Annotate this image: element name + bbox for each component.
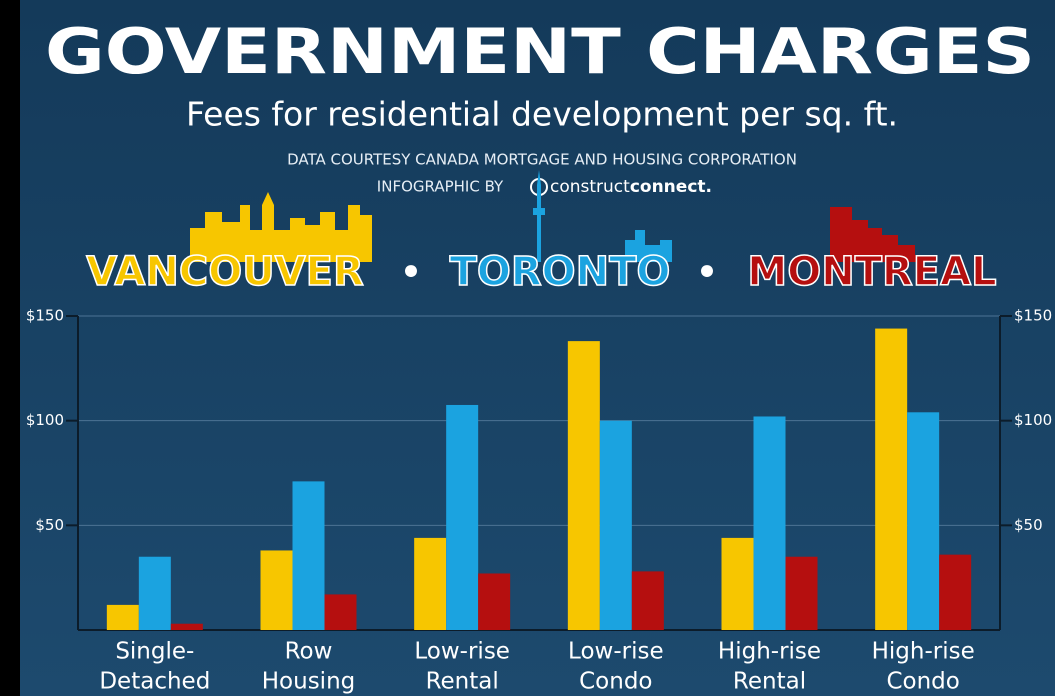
bar bbox=[875, 328, 908, 630]
chart-subtitle: Fees for residential development per sq.… bbox=[186, 95, 898, 134]
credit: INFOGRAPHIC BY bbox=[377, 178, 504, 196]
x-tick-label: Condo bbox=[579, 669, 652, 695]
y2-tick-label: $150 bbox=[1014, 307, 1052, 325]
bar bbox=[478, 573, 511, 630]
x-tick-label: Housing bbox=[262, 669, 356, 695]
x-tick-label: High-rise bbox=[872, 639, 975, 665]
bar bbox=[599, 420, 632, 630]
x-tick-label: Low-rise bbox=[414, 639, 510, 665]
bar bbox=[907, 412, 940, 630]
y-tick-label: $100 bbox=[26, 411, 64, 429]
y2-tick-label: $50 bbox=[1014, 516, 1043, 534]
separator: • bbox=[696, 253, 718, 293]
y-tick-label: $150 bbox=[26, 307, 64, 325]
vancouver-skyline bbox=[190, 192, 372, 262]
bar bbox=[292, 481, 325, 630]
bar bbox=[260, 550, 293, 630]
brand: constructconnect. bbox=[550, 177, 712, 197]
x-tick-label: Rental bbox=[733, 669, 806, 695]
legend: VANCOUVER TORONTO MONTREAL bbox=[85, 248, 997, 296]
bar bbox=[785, 556, 818, 630]
legend-label: VANCOUVER bbox=[86, 249, 364, 295]
bar bbox=[106, 604, 139, 630]
brand-light: construct bbox=[550, 177, 630, 197]
x-tick-label: High-rise bbox=[718, 639, 821, 665]
montreal-skyline bbox=[830, 207, 925, 262]
bar bbox=[446, 404, 479, 630]
legend-label: TORONTO bbox=[450, 249, 671, 295]
bar bbox=[414, 537, 447, 630]
brand-bold: connect. bbox=[630, 177, 712, 197]
plot: $50 $50 $100 $100 $150 $150 Single- Detached Row… bbox=[26, 307, 1052, 695]
y2-tick-label: $100 bbox=[1014, 411, 1052, 429]
bar bbox=[567, 341, 600, 630]
separator: • bbox=[400, 253, 422, 293]
bar bbox=[170, 623, 203, 630]
bar bbox=[138, 556, 171, 630]
chart-title: GOVERNMENT CHARGES bbox=[45, 15, 1035, 88]
bar bbox=[939, 554, 972, 630]
x-tick-label: Low-rise bbox=[568, 639, 664, 665]
toronto-skyline bbox=[533, 170, 672, 262]
y-tick-label: $50 bbox=[35, 516, 64, 534]
legend-label: MONTREAL bbox=[747, 249, 996, 295]
x-tick-label: Single- bbox=[115, 639, 194, 665]
x-tick-label: Condo bbox=[886, 669, 959, 695]
bar bbox=[324, 594, 357, 630]
x-tick-label: Row bbox=[285, 639, 333, 665]
x-tick-label: Rental bbox=[426, 669, 499, 695]
bar bbox=[631, 571, 664, 630]
x-tick-label: Detached bbox=[99, 669, 210, 695]
bar bbox=[753, 416, 786, 630]
bar bbox=[721, 537, 754, 630]
source: DATA COURTESY CANADA MORTGAGE AND HOUSIN… bbox=[287, 151, 797, 169]
